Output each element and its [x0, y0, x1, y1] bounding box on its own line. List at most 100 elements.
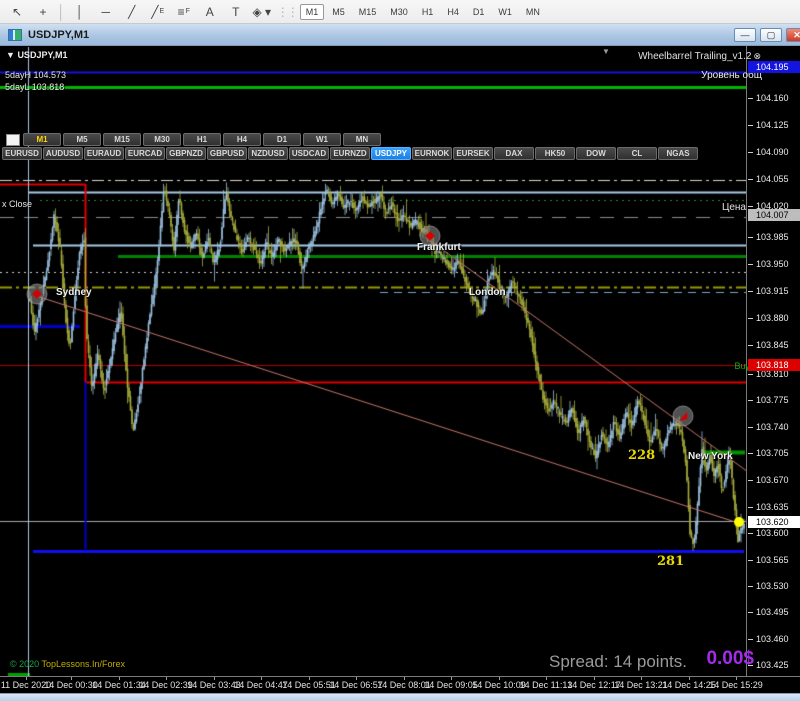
time-label: 14 Dec 06:57 — [329, 680, 383, 690]
time-label: 14 Dec 11:13 — [519, 680, 573, 690]
chart-window-titlebar[interactable]: USDJPY,M1 — ▢ ✕ — [0, 24, 800, 46]
toolbar-tf-m1[interactable]: M1 — [299, 3, 325, 20]
fibonacci-icon[interactable]: ≡ F — [177, 4, 190, 19]
price-label: 103.740 — [756, 422, 789, 432]
symbol-button-eurcad[interactable]: EURCAD — [125, 147, 165, 160]
toolbar-separator: │ — [57, 3, 66, 20]
time-tick — [404, 677, 405, 680]
symbol-button-gbpnzd[interactable]: GBPNZD — [166, 147, 206, 160]
text-icon[interactable]: A — [205, 4, 214, 19]
minimize-button[interactable]: — — [734, 28, 756, 42]
symbol-button-euraud[interactable]: EURAUD — [84, 147, 124, 160]
toolbar-timeframes: M1 M5 M15 M30 H1 H4 D1 W1 MN — [299, 0, 547, 23]
session-label-london: London — [469, 287, 506, 298]
channel-icon[interactable]: ╱ E — [151, 4, 165, 19]
tf-button-d1[interactable]: D1 — [263, 133, 301, 146]
restore-button[interactable]: ▢ — [760, 28, 782, 42]
price-tick — [748, 318, 753, 319]
price-tick — [748, 480, 753, 481]
price-tick — [748, 427, 753, 428]
toolbar-tf-d1[interactable]: D1 — [472, 6, 485, 17]
price-label: 104.055 — [756, 174, 789, 184]
toolbar-tf-w1[interactable]: W1 — [498, 6, 512, 17]
toolbar-tf-h1[interactable]: H1 — [421, 6, 434, 17]
symbol-button-gbpusd[interactable]: GBPUSD — [207, 147, 247, 160]
time-tick — [499, 677, 500, 680]
symbol-button-usdjpy[interactable]: USDJPY — [371, 147, 411, 160]
symbol-button-eurnzd[interactable]: EURNZD — [330, 147, 370, 160]
price-box-103-818: 103.818 — [748, 359, 800, 371]
scroll-to-end-icon[interactable]: ▼ — [602, 47, 610, 56]
price-tick — [748, 291, 753, 292]
toolbar-tf-m15[interactable]: M15 — [358, 6, 377, 17]
crosshair-icon[interactable]: + — [39, 4, 47, 19]
time-tick — [356, 677, 357, 680]
symbol-button-eurusd[interactable]: EURUSD — [2, 147, 42, 160]
indicator-close-icon[interactable]: ⊗ — [753, 51, 761, 61]
tf-button-m1[interactable]: M1 — [23, 133, 61, 146]
price-tick — [748, 152, 753, 153]
price-tick — [748, 507, 753, 508]
horizontal-line-icon[interactable]: ─ — [101, 4, 110, 19]
toolbar-tf-m5[interactable]: M5 — [332, 6, 345, 17]
price-label: 103.670 — [756, 475, 789, 485]
symbol-button-eursek[interactable]: EURSEK — [453, 147, 493, 160]
tf-button-m30[interactable]: M30 — [143, 133, 181, 146]
symbol-button-dow[interactable]: DOW — [576, 147, 616, 160]
symbol-button-audusd[interactable]: AUDUSD — [43, 147, 83, 160]
price-label: 104.090 — [756, 147, 789, 157]
count-label-228: 228 — [628, 448, 656, 463]
price-tick — [748, 400, 753, 401]
time-label: 14 Dec 15:29 — [709, 680, 763, 690]
symbol-button-usdcad[interactable]: USDCAD — [289, 147, 329, 160]
time-label: 14 Dec 12:17 — [567, 680, 621, 690]
time-tick — [71, 677, 72, 680]
price-label: 103.460 — [756, 634, 789, 644]
five-day-low-label: 5dayL 103.818 — [5, 82, 65, 92]
time-label: 14 Dec 08:01 — [377, 680, 431, 690]
time-axis-border — [0, 676, 800, 677]
symbol-button-dax[interactable]: DAX — [494, 147, 534, 160]
close-button[interactable]: ✕ — [786, 28, 800, 42]
symbol-button-hk50[interactable]: HK50 — [535, 147, 575, 160]
panel-toggle-button[interactable] — [6, 134, 20, 146]
spread-label: Spread: 14 points. — [549, 652, 687, 671]
toolbar-tf-h4[interactable]: H4 — [447, 6, 459, 17]
label-icon[interactable]: T — [232, 4, 240, 19]
price-label: 103.705 — [756, 448, 789, 458]
toolbar-tf-m30[interactable]: M30 — [390, 6, 408, 17]
trendline-icon[interactable]: ╱ — [128, 4, 136, 19]
symbol-button-nzdusd[interactable]: NZDUSD — [248, 147, 288, 160]
time-label: 14 Dec 09:05 — [424, 680, 478, 690]
copyright-label: © 2020 TopLessons.In/Forex — [10, 659, 126, 669]
vertical-line-icon[interactable]: │ — [76, 4, 84, 19]
price-box-104-195: 104.195 — [748, 61, 800, 73]
toolbar-tf-mn[interactable]: MN — [525, 6, 540, 17]
time-label: 14 Dec 03:43 — [187, 680, 241, 690]
symbol-button-ngas[interactable]: NGAS — [658, 147, 698, 160]
price-tick — [748, 612, 753, 613]
time-tick — [119, 677, 120, 680]
cursor-icon[interactable]: ↖ — [11, 4, 23, 19]
close-line-label: x Close — [2, 199, 33, 209]
five-day-high-label: 5dayH 104.573 — [5, 70, 67, 80]
session-label-sydney: Sydney — [56, 287, 92, 298]
symbol-button-eurnok[interactable]: EURNOK — [412, 147, 452, 160]
tf-button-m15[interactable]: M15 — [103, 133, 141, 146]
price-tick — [748, 264, 753, 265]
price-tick — [748, 533, 753, 534]
price-tick — [748, 586, 753, 587]
tf-button-w1[interactable]: W1 — [303, 133, 341, 146]
tf-button-h4[interactable]: H4 — [223, 133, 261, 146]
tf-button-m5[interactable]: M5 — [63, 133, 101, 146]
price-label: 103.530 — [756, 581, 789, 591]
price-tick — [748, 179, 753, 180]
chart-symbol-dropdown[interactable]: ▼ USDJPY,M1 — [6, 50, 68, 60]
window-status-strip — [0, 693, 800, 701]
price-tick — [748, 639, 753, 640]
tf-button-h1[interactable]: H1 — [183, 133, 221, 146]
tf-button-mn[interactable]: MN — [343, 133, 381, 146]
symbol-button-cl[interactable]: CL — [617, 147, 657, 160]
shapes-icon[interactable]: ◈ ▾ — [252, 4, 272, 19]
